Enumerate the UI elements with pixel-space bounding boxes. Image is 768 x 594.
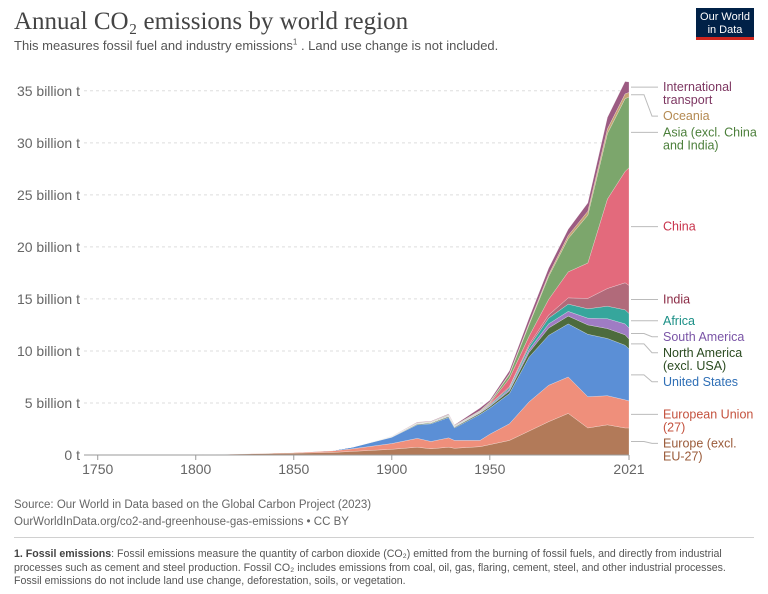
series-label-text: and India) [663, 138, 719, 152]
series-label-text: South America [663, 330, 744, 344]
area-international-transport[interactable] [97, 81, 630, 456]
series-label-text: EU-27) [663, 449, 703, 463]
logo-line-2: in Data [707, 24, 743, 36]
series-label-text: India [663, 292, 690, 306]
x-tick-label: 1800 [180, 461, 211, 477]
series-label-text: International [663, 80, 732, 94]
chart-subtitle: This measures fossil fuel and industry e… [14, 38, 498, 53]
label-united-states[interactable]: United States [631, 374, 738, 389]
series-label-text: United States [663, 375, 738, 389]
series-label-text: transport [663, 93, 713, 107]
label-north-america-excl-usa[interactable]: North America(excl. USA) [631, 343, 742, 373]
y-tick-label: 10 billion t [17, 343, 80, 359]
owid-logo[interactable]: Our World in Data [696, 8, 754, 40]
x-tick-label: 1950 [474, 461, 505, 477]
source-text: Source: Our World in Data based on the G… [14, 499, 372, 511]
series-label-text: European Union [663, 407, 753, 421]
label-europe-excl-eu-27[interactable]: Europe (excl.EU-27) [631, 436, 737, 463]
subtitle-text: This measures fossil fuel and industry e… [14, 38, 293, 53]
x-tick-label: 2021 [613, 461, 644, 477]
footnote-title: 1. Fossil emissions [14, 548, 112, 560]
x-tick-label: 1900 [376, 461, 407, 477]
x-tick-label: 1850 [278, 461, 309, 477]
source-url[interactable]: OurWorldInData.org/co2-and-greenhouse-ga… [14, 516, 349, 528]
y-tick-label: 5 billion t [25, 395, 80, 411]
series-label-text: North America [663, 346, 742, 360]
leader-line [631, 94, 658, 117]
footnote-marker[interactable]: 1 [292, 37, 298, 47]
chart-title: Annual CO₂ emissions by world region [14, 8, 409, 35]
x-tick-label: 1750 [82, 461, 113, 477]
series-label-text: Europe (excl. [663, 436, 737, 450]
y-tick-label: 20 billion t [17, 239, 80, 255]
label-india[interactable]: India [631, 292, 690, 306]
y-tick-label: 25 billion t [17, 187, 80, 203]
divider [14, 537, 754, 538]
grid-lines [84, 90, 629, 404]
logo-line-1: Our World [700, 11, 750, 23]
source-block: Source: Our World in Data based on the G… [14, 497, 371, 531]
series-label-text: Africa [663, 314, 695, 328]
y-tick-label: 30 billion t [17, 135, 80, 151]
leader-line [631, 333, 658, 338]
leader-line [631, 440, 658, 444]
series-label-text: Oceania [663, 109, 710, 123]
series-label-text: Asia (excl. China [663, 125, 757, 139]
stacked-areas[interactable] [97, 81, 630, 456]
y-tick-label: 0 t [64, 447, 80, 463]
label-oceania[interactable]: Oceania [631, 94, 710, 123]
leader-line [631, 374, 658, 383]
y-tick-label: 15 billion t [17, 291, 80, 307]
series-label-text: China [663, 220, 696, 234]
subtitle-rest: . Land use change is not included. [297, 38, 499, 53]
footnote: 1. Fossil emissions: Fossil emissions me… [14, 548, 754, 589]
label-european-union-27[interactable]: European Union(27) [631, 407, 753, 434]
leader-line [631, 343, 658, 354]
label-africa[interactable]: Africa [631, 314, 695, 328]
footnote-text: : Fossil emissions measure the quantity … [14, 548, 726, 587]
axes: 0 t 5 billion t 10 billion t 15 billion t 20… [17, 83, 645, 477]
label-china[interactable]: China [631, 220, 696, 234]
y-tick-label: 35 billion t [17, 83, 80, 99]
series-label-text: (excl. USA) [663, 359, 726, 373]
area-chart[interactable]: 0 t 5 billion t 10 billion t 15 billion t 20… [0, 52, 768, 492]
series-label-text: (27) [663, 420, 685, 434]
label-south-america[interactable]: South America [631, 330, 744, 344]
